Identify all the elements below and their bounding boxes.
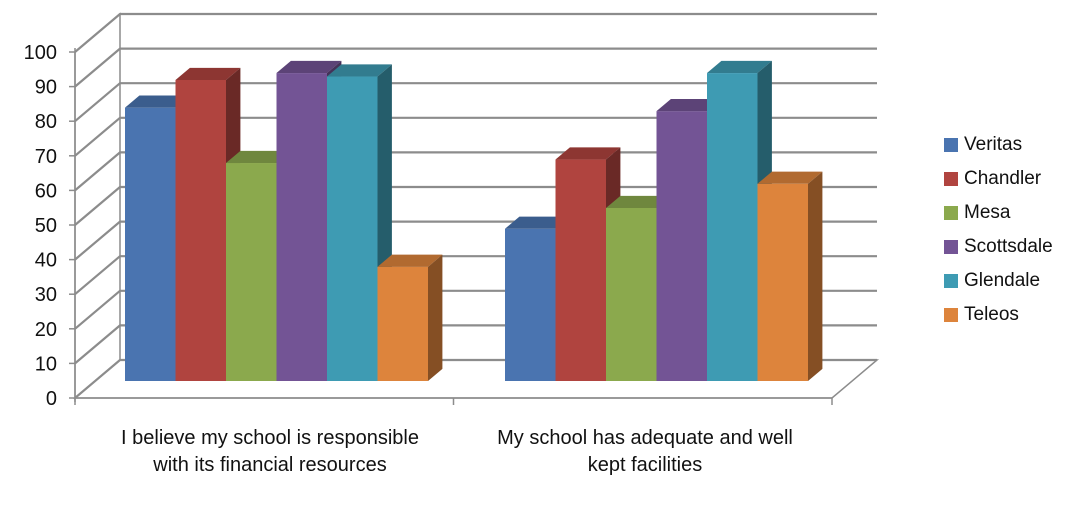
bar-teleos-cat2-front — [757, 183, 808, 381]
legend-swatch-veritas — [944, 138, 958, 152]
legend-swatch-teleos — [944, 308, 958, 322]
legend-item-chandler: Chandler — [944, 162, 1084, 196]
legend-label-glendale: Glendale — [964, 270, 1041, 291]
bar-glendale-cat2-front — [707, 73, 758, 381]
y-tick-label-100: 100 — [24, 42, 57, 64]
bar-veritas-cat2-front — [505, 228, 556, 381]
y-tick-label-0: 0 — [46, 388, 57, 410]
bar-glendale-cat2-top — [707, 60, 772, 74]
bar-chandler-cat1-top — [175, 67, 241, 80]
bar-scottsdale-cat1-front — [276, 73, 327, 381]
bar-teleos-cat1 — [377, 254, 443, 381]
legend-label-teleos: Teleos — [964, 304, 1019, 325]
bar-teleos-cat1-side — [428, 254, 443, 381]
legend: Veritas Chandler Mesa Scottsdale Glendal… — [944, 128, 1084, 332]
gridline-60 — [74, 151, 877, 192]
legend-label-scottsdale: Scottsdale — [964, 236, 1053, 257]
bar-teleos-cat2-side — [808, 171, 823, 381]
legend-label-mesa: Mesa — [964, 202, 1011, 223]
bar-chandler-cat2-top — [555, 147, 621, 160]
y-tick-label-30: 30 — [35, 284, 57, 306]
legend-item-glendale: Glendale — [944, 264, 1084, 298]
bar-veritas-cat1-top — [125, 95, 190, 108]
y-tick-label-10: 10 — [35, 353, 57, 375]
bar-teleos-cat2 — [757, 171, 823, 381]
bar-veritas-cat1-front — [125, 107, 176, 381]
legend-swatch-mesa — [944, 206, 958, 220]
y-tick-label-40: 40 — [35, 250, 57, 272]
bar-chandler-cat2-front — [555, 159, 606, 381]
legend-item-scottsdale: Scottsdale — [944, 230, 1084, 264]
y-tick-label-60: 60 — [35, 180, 57, 202]
y-axis-tick-labels: 0 10 20 30 40 50 60 70 80 90 100 — [24, 42, 57, 410]
legend-item-mesa: Mesa — [944, 196, 1084, 230]
legend-item-veritas: Veritas — [944, 128, 1084, 162]
gridline-90 — [74, 47, 877, 88]
bar-teleos-cat1-top — [377, 254, 443, 267]
bar-mesa-cat1-front — [226, 163, 277, 381]
y-tick-label-90: 90 — [35, 77, 57, 99]
bar-mesa-cat2-front — [606, 208, 657, 381]
bar-glendale-cat1-front — [327, 76, 378, 382]
bar-mesa-cat1-top — [226, 150, 291, 164]
bar-scottsdale-cat2-front — [656, 111, 707, 382]
gridline-50 — [74, 185, 877, 226]
x-axis-category-label-2: My school has adequate and well kept fac… — [497, 427, 793, 476]
legend-swatch-chandler — [944, 172, 958, 186]
legend-item-teleos: Teleos — [944, 298, 1084, 332]
bars — [125, 60, 823, 382]
bar-veritas-cat2-top — [505, 216, 570, 229]
legend-label-chandler: Chandler — [964, 168, 1042, 189]
bar-glendale-cat1-top — [327, 64, 392, 77]
legend-label-veritas: Veritas — [964, 134, 1023, 155]
bar-teleos-cat1-front — [377, 266, 428, 381]
y-tick-label-70: 70 — [35, 146, 57, 168]
bar-teleos-cat2-top — [757, 171, 823, 184]
gridline-70 — [74, 116, 877, 157]
x-axis-category-label-1: I believe my school is responsible with … — [121, 427, 419, 476]
legend-swatch-scottsdale — [944, 240, 958, 254]
gridline-80 — [74, 82, 877, 123]
y-tick-label-50: 50 — [35, 215, 57, 237]
bar-scottsdale-cat1-top — [276, 60, 342, 74]
gridline-100 — [74, 12, 877, 53]
legend-swatch-glendale — [944, 274, 958, 288]
bar-mesa-cat2-top — [606, 195, 671, 208]
y-tick-label-80: 80 — [35, 111, 57, 133]
y-tick-label-20: 20 — [35, 319, 57, 341]
axes — [69, 48, 833, 405]
bar-chandler-cat1-front — [175, 79, 226, 381]
bar-scottsdale-cat2-top — [656, 98, 722, 112]
